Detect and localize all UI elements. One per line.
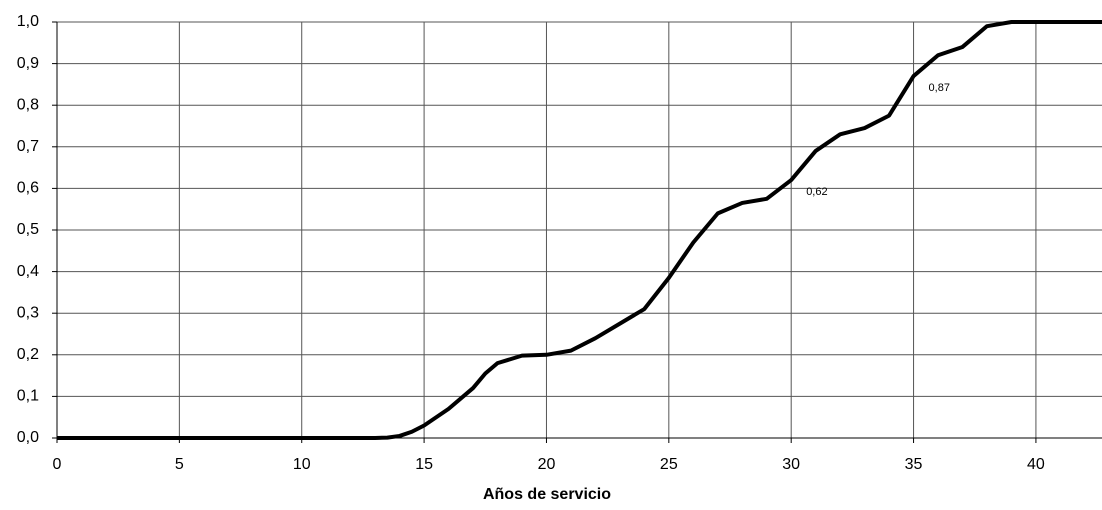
y-tick-label: 0,8 xyxy=(17,96,39,113)
x-tick-label: 5 xyxy=(175,456,184,473)
y-tick-label: 0,6 xyxy=(17,180,39,197)
y-tick-label: 0,3 xyxy=(17,304,39,321)
y-tick-label: 0,5 xyxy=(17,221,39,238)
x-tick-label: 10 xyxy=(293,456,311,473)
x-tick-label: 25 xyxy=(660,456,678,473)
y-tick-label: 0,7 xyxy=(17,138,39,155)
data-line xyxy=(57,20,1102,440)
y-tick-label: 1,0 xyxy=(17,13,39,30)
annotation: 0,62 xyxy=(806,186,827,198)
x-tick-label: 35 xyxy=(905,456,923,473)
y-tick-label: 0,9 xyxy=(17,55,39,72)
annotation: 0,87 xyxy=(929,82,950,94)
y-tick-label: 0,2 xyxy=(17,346,39,363)
x-tick-label: 0 xyxy=(53,456,62,473)
x-axis-title: Años de servicio xyxy=(483,486,611,503)
x-tick-label: 15 xyxy=(415,456,433,473)
y-tick-label: 0,0 xyxy=(17,429,39,446)
x-tick-label: 40 xyxy=(1027,456,1045,473)
y-tick-label: 0,4 xyxy=(17,263,39,280)
x-tick-label: 30 xyxy=(782,456,800,473)
y-tick-label: 0,1 xyxy=(17,388,39,405)
x-tick-label: 20 xyxy=(538,456,556,473)
